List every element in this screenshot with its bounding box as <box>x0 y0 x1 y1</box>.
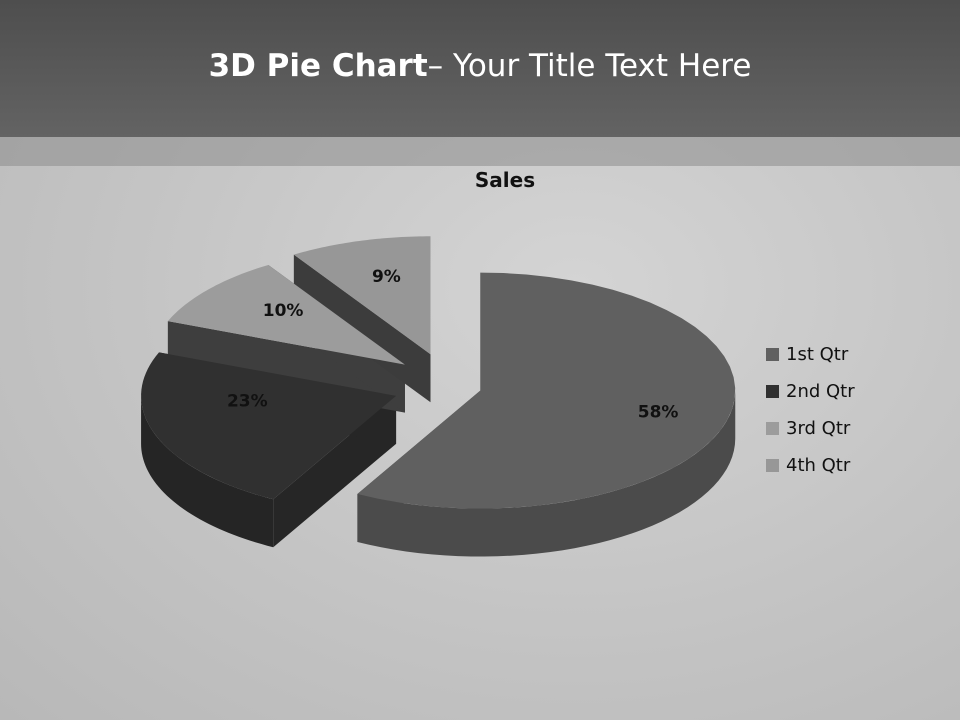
legend-label: 4th Qtr <box>786 455 851 476</box>
title-rest: – Your Title Text Here <box>427 48 752 84</box>
slice-side <box>357 390 736 557</box>
data-label: 9% <box>372 267 401 287</box>
legend-label: 2nd Qtr <box>786 381 855 402</box>
slice-side <box>141 395 274 548</box>
slice-wall <box>293 254 431 403</box>
legend-swatch <box>766 459 779 472</box>
slide-title: 3D Pie Chart– Your Title Text Here <box>0 48 960 84</box>
legend-item: 3rd Qtr <box>766 410 855 447</box>
legend-item: 1st Qtr <box>766 336 855 373</box>
chart-title: Sales <box>474 168 536 192</box>
legend-swatch <box>766 422 779 435</box>
legend-label: 3rd Qtr <box>786 418 851 439</box>
data-label: 10% <box>263 301 304 321</box>
legend-label: 1st Qtr <box>786 344 849 365</box>
slice-top <box>141 352 397 500</box>
legend-item: 2nd Qtr <box>766 373 855 410</box>
title-bold: 3D Pie Chart <box>208 48 428 84</box>
slice-top <box>167 264 405 365</box>
pie-tops: 58% 23% 10% 9% <box>141 236 736 509</box>
slice-top <box>357 272 736 509</box>
legend: 1st Qtr 2nd Qtr 3rd Qtr 4th Qtr <box>766 336 855 484</box>
legend-item: 4th Qtr <box>766 447 855 484</box>
slice-top <box>293 236 431 355</box>
data-label: 23% <box>227 392 268 412</box>
legend-swatch <box>766 385 779 398</box>
header-band <box>0 137 960 166</box>
legend-swatch <box>766 348 779 361</box>
data-label: 58% <box>638 403 679 423</box>
slide-header <box>0 0 960 137</box>
